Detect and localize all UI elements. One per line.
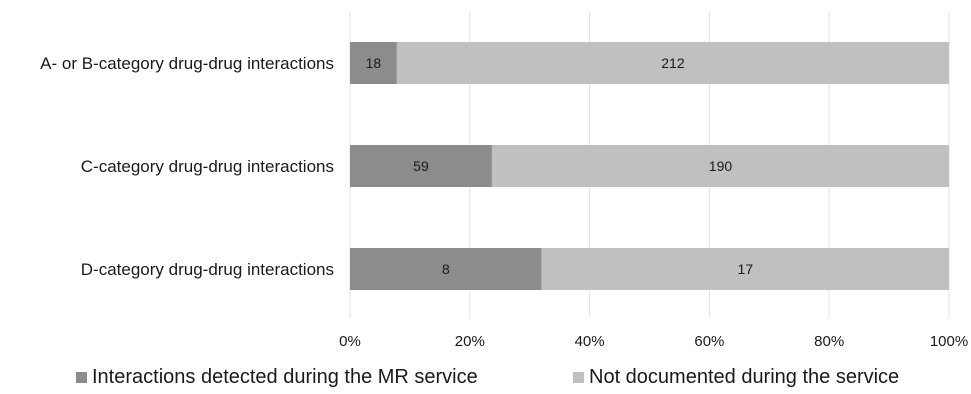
bar-segment-detected-2: [350, 248, 542, 290]
bar-segment-not-documented-0: [396, 42, 949, 84]
legend: Interactions detected during the MR serv…: [0, 366, 971, 394]
data-label-not-documented-1: 190: [709, 158, 733, 174]
x-tick-label-3: 60%: [694, 333, 724, 350]
category-label-d-category-drug-drug-interactions: D-category drug-drug interactions: [81, 260, 334, 279]
category-label-c-category-drug-drug-interactions: C-category drug-drug interactions: [81, 157, 334, 176]
x-tick-label-0: 0%: [339, 333, 361, 350]
data-label-not-documented-0: 212: [661, 55, 685, 71]
bar-value-labels: 18 212 59 190 8 17: [366, 55, 754, 277]
x-tick-label-5: 100%: [930, 333, 968, 350]
bar-segment-detected-0: [350, 42, 397, 84]
legend-label-detected: Interactions detected during the MR serv…: [92, 366, 478, 388]
category-labels: A- or B-category drug-drug interactions C…: [40, 54, 334, 279]
data-label-detected-1: 59: [413, 158, 429, 174]
legend-swatch-not-documented: [573, 372, 584, 383]
legend-item-detected: Interactions detected during the MR serv…: [76, 366, 478, 389]
legend-label-not-documented: Not documented during the service: [589, 366, 900, 388]
data-label-not-documented-2: 17: [738, 261, 754, 277]
data-label-detected-2: 8: [442, 261, 450, 277]
bars: [350, 42, 949, 290]
legend-item-not-documented: Not documented during the service: [573, 366, 899, 389]
x-axis-tick-labels: 0% 20% 40% 60% 80% 100%: [339, 333, 968, 350]
x-tick-label-4: 80%: [814, 333, 844, 350]
x-tick-label-2: 40%: [575, 333, 605, 350]
bar-segment-detected-1: [350, 145, 492, 187]
bar-segment-not-documented-2: [541, 248, 949, 290]
category-label-a-or-b-category-drug-drug-interactions: A- or B-category drug-drug interactions: [40, 54, 334, 73]
x-tick-label-1: 20%: [455, 333, 485, 350]
legend-swatch-detected: [76, 372, 87, 383]
bar-segment-not-documented-1: [491, 145, 949, 187]
data-label-detected-0: 18: [366, 55, 382, 71]
